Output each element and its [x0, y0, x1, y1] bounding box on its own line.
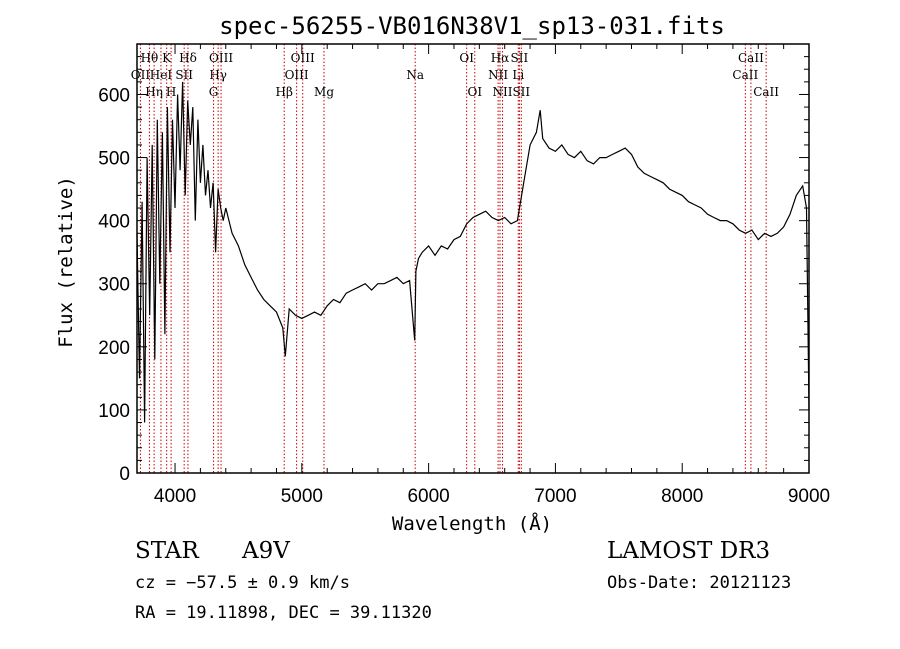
x-tick-label: 7000: [534, 486, 576, 507]
line-marker-label: SII: [175, 68, 193, 82]
line-marker-label: NII: [488, 68, 508, 82]
line-marker-label: H: [166, 85, 176, 99]
y-tick-label: 500: [98, 149, 130, 170]
line-marker-label: SII: [512, 85, 530, 99]
line-marker-label: CaII: [753, 85, 779, 99]
x-tick-label: 9000: [788, 486, 830, 507]
line-marker-label: Hβ: [276, 85, 293, 99]
line-marker-label: Hθ: [141, 51, 159, 65]
x-tick-label: 4000: [154, 486, 196, 507]
line-marker-label: NII: [493, 85, 513, 99]
line-marker-label: Hγ: [209, 68, 227, 82]
line-marker-label: Hη: [145, 85, 163, 99]
y-tick-label: 300: [98, 275, 130, 296]
line-marker-label: HeI: [150, 68, 173, 82]
object-subclass: A9V: [242, 538, 290, 564]
line-marker-label: CaII: [732, 68, 758, 82]
x-axis-ticks: 4000 5000 6000 7000 8000 9000: [154, 44, 830, 507]
x-tick-label: 8000: [661, 486, 703, 507]
y-tick-label: 400: [98, 212, 130, 233]
line-marker-label: OI: [467, 85, 482, 99]
x-tick-label: 6000: [407, 486, 449, 507]
object-type: STAR: [135, 538, 199, 564]
line-marker-label: SII: [511, 51, 529, 65]
plot-frame: [136, 43, 810, 474]
line-marker-label: Mg: [314, 85, 334, 99]
velocity-readout: cz = −57.5 ± 0.9 km/s: [135, 573, 350, 593]
emission-line-labels: OII Hθ Hη HeI K H SII Hδ G Hγ OIII Hβ OIII OIII Mg Na OI…: [131, 51, 780, 99]
line-marker-label: Hα: [491, 51, 510, 65]
y-tick-label: 600: [98, 85, 130, 106]
line-marker-label: OIII: [285, 68, 309, 82]
chart-title: spec-56255-VB016N38V1_sp13-031.fits: [219, 12, 725, 40]
emission-line-markers: [139, 44, 767, 473]
line-marker-label: OI: [459, 51, 474, 65]
line-marker-label: K: [162, 51, 172, 65]
x-tick-label: 5000: [281, 486, 323, 507]
line-marker-label: G: [209, 85, 219, 99]
y-tick-label: 200: [98, 338, 130, 359]
y-axis-ticks: 0 100 200 300 400 500 600: [98, 56, 809, 485]
obs-date: Obs-Date: 20121123: [607, 573, 792, 593]
y-tick-label: 0: [119, 464, 130, 485]
spectrum-series-line: [136, 81, 810, 423]
line-marker-label: Li: [512, 68, 524, 82]
y-tick-label: 100: [98, 401, 130, 422]
x-axis-label: Wavelength (Å): [392, 512, 552, 535]
y-axis-label: Flux (relative): [55, 176, 77, 348]
line-marker-label: OII: [131, 68, 151, 82]
line-marker-label: OIII: [209, 51, 233, 65]
line-marker-label: Hδ: [179, 51, 197, 65]
line-marker-label: OIII: [291, 51, 315, 65]
line-marker-label: CaII: [738, 51, 764, 65]
ra-dec-readout: RA = 19.11898, DEC = 39.11320: [135, 603, 432, 623]
survey-label: LAMOST DR3: [607, 538, 771, 564]
line-marker-label: Na: [406, 68, 424, 82]
